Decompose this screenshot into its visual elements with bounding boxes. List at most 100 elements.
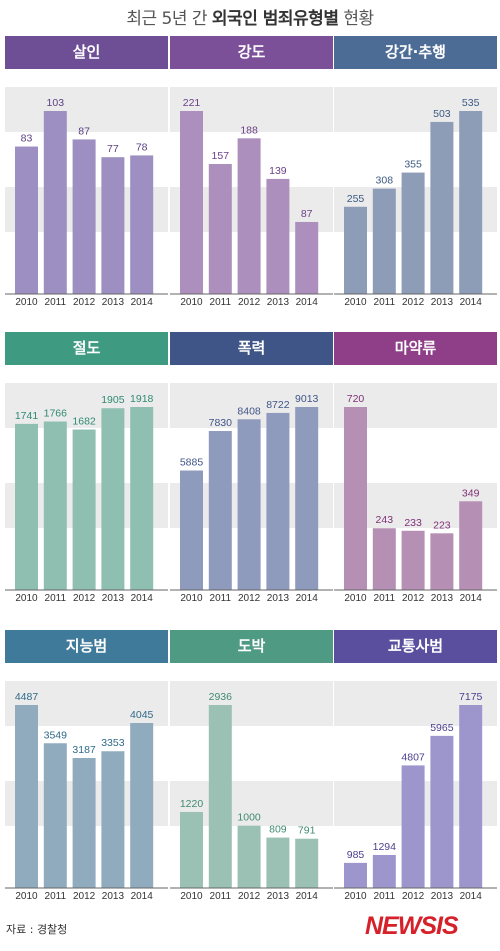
bar-2013 (266, 412, 290, 590)
value-label: 77 (107, 143, 119, 155)
x-tick-label: 2013 (431, 297, 454, 306)
bar-2012 (237, 825, 261, 888)
x-tick-label: 2012 (238, 297, 261, 306)
value-label: 7175 (459, 691, 483, 703)
x-tick-label: 2011 (45, 593, 67, 602)
bar-2011 (208, 431, 232, 590)
panel-title: 도박 (170, 630, 333, 663)
panel-violence: 폭력 5885 2010 7830 2011 8408 2012 8722 2013 9013 20… (170, 332, 333, 602)
bar-2013 (101, 751, 125, 888)
value-label: 2936 (209, 691, 233, 703)
bar-chart: 1741 2010 1766 2011 1682 2012 1905 2013 1918 2014 (5, 383, 168, 602)
bar-2014 (130, 723, 154, 888)
bar-2010 (15, 705, 38, 888)
value-label: 5885 (180, 457, 204, 469)
x-tick-label: 2012 (238, 891, 261, 900)
x-tick-label: 2013 (431, 593, 454, 602)
x-tick-label: 2013 (102, 593, 125, 602)
value-label: 233 (404, 517, 422, 529)
bar-2011 (372, 854, 396, 888)
x-tick-label: 2010 (344, 593, 367, 602)
bar-2013 (430, 735, 454, 888)
value-label: 255 (347, 193, 365, 205)
value-label: 791 (298, 825, 316, 837)
value-label: 3353 (101, 737, 125, 749)
bar-chart: 4487 2010 3549 2011 3187 2012 3353 2013 4045 2014 (5, 681, 168, 900)
value-label: 5965 (430, 722, 454, 734)
bar-2011 (43, 743, 67, 888)
value-label: 809 (269, 824, 287, 836)
bar-2012 (401, 530, 425, 590)
x-tick-label: 2013 (267, 891, 290, 900)
x-tick-label: 2012 (73, 593, 96, 602)
x-tick-label: 2011 (45, 297, 67, 306)
x-tick-label: 2011 (374, 297, 396, 306)
bar-2011 (372, 528, 396, 590)
value-label: 1741 (15, 410, 39, 422)
panel-sexual-assault: 강간·추행 255 2010 308 2011 355 2012 503 2013 535 2014 (334, 36, 497, 306)
x-tick-label: 2010 (15, 891, 38, 900)
value-label: 1905 (101, 394, 125, 406)
value-label: 503 (433, 108, 451, 120)
x-tick-label: 2013 (431, 891, 454, 900)
bar-chart: 83 2010 103 2011 87 2012 77 2013 78 2014 (5, 87, 168, 306)
bar-chart: 255 2010 308 2011 355 2012 503 2013 535 2014 (334, 87, 497, 306)
bar-2011 (43, 421, 67, 590)
x-tick-label: 2014 (296, 297, 319, 306)
panel-title: 교통사범 (334, 630, 497, 663)
x-tick-label: 2014 (296, 891, 319, 900)
value-label: 103 (47, 97, 65, 109)
bar-2010 (180, 470, 203, 590)
x-tick-label: 2013 (267, 593, 290, 602)
bar-chart: 1220 2010 2936 2011 1000 2012 809 2013 791 2014 (170, 681, 333, 900)
bar-2014 (130, 407, 154, 590)
x-tick-label: 2011 (210, 891, 232, 900)
x-tick-label: 2012 (73, 297, 96, 306)
bar-2013 (101, 157, 125, 294)
x-tick-label: 2010 (344, 297, 367, 306)
panel-title: 강도 (170, 36, 333, 69)
bar-2012 (237, 138, 261, 294)
value-label: 1682 (72, 416, 96, 428)
x-tick-label: 2012 (73, 891, 96, 900)
x-tick-label: 2012 (402, 593, 425, 602)
x-tick-label: 2011 (210, 593, 232, 602)
value-label: 985 (347, 849, 365, 861)
newsis-logo: NEWSIS (365, 912, 459, 940)
x-tick-label: 2013 (102, 891, 125, 900)
value-label: 7830 (209, 417, 233, 429)
value-label: 223 (433, 519, 451, 531)
bar-chart: 985 2010 1294 2011 4807 2012 5965 2013 7175 2014 (334, 681, 497, 900)
panel-theft: 절도 1741 2010 1766 2011 1682 2012 1905 2013 1918 20… (5, 332, 168, 602)
value-label: 78 (136, 141, 148, 153)
bar-2013 (101, 408, 125, 590)
x-tick-label: 2014 (460, 593, 483, 602)
value-label: 157 (212, 150, 230, 162)
x-tick-label: 2012 (402, 891, 425, 900)
bar-2011 (43, 111, 67, 294)
value-label: 1766 (44, 408, 68, 420)
bar-2014 (459, 111, 483, 294)
x-tick-label: 2012 (402, 297, 425, 306)
x-tick-label: 2010 (180, 593, 203, 602)
bar-2014 (295, 221, 319, 294)
x-tick-label: 2010 (15, 593, 38, 602)
bar-2012 (401, 765, 425, 888)
x-tick-label: 2011 (374, 593, 396, 602)
bar-2014 (295, 407, 319, 590)
panel-gambling: 도박 1220 2010 2936 2011 1000 2012 809 2013 791 2014 (170, 630, 333, 900)
value-label: 221 (183, 97, 201, 109)
panel-title: 지능범 (5, 630, 168, 663)
value-label: 8722 (266, 399, 290, 411)
value-label: 243 (376, 514, 394, 526)
bar-2014 (459, 705, 483, 888)
value-label: 83 (21, 133, 33, 145)
bar-2011 (208, 163, 232, 294)
x-tick-label: 2010 (180, 891, 203, 900)
x-tick-label: 2011 (45, 891, 67, 900)
panel-drugs: 마약류 720 2010 243 2011 233 2012 223 2013 349 2014 (334, 332, 497, 602)
x-tick-label: 2012 (238, 593, 261, 602)
bar-2010 (15, 146, 38, 294)
x-tick-label: 2010 (15, 297, 38, 306)
value-label: 1220 (180, 798, 204, 810)
